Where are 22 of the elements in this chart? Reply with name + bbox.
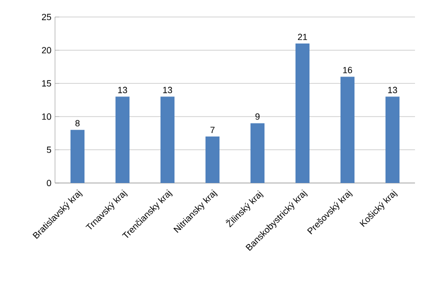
bar [250, 123, 264, 183]
y-tick-label: 15 [42, 80, 52, 87]
data-label: 13 [388, 86, 398, 94]
bar [295, 44, 310, 183]
data-label: 13 [163, 86, 172, 94]
data-label: 7 [210, 126, 215, 133]
bar [160, 96, 174, 183]
y-tick-label: 5 [46, 146, 52, 153]
data-label: 16 [343, 66, 352, 74]
data-label: 13 [118, 86, 128, 94]
bar [70, 130, 84, 183]
y-tick-label: 25 [42, 14, 52, 20]
bar [116, 96, 130, 183]
y-tick-label: 20 [42, 47, 52, 54]
data-label: 8 [75, 120, 80, 126]
bar [385, 96, 400, 183]
bar [206, 136, 220, 183]
y-tick-label: 0 [46, 180, 52, 186]
bar [340, 76, 354, 183]
data-label: 21 [298, 34, 308, 40]
y-tick-label: 10 [42, 113, 52, 120]
data-label: 9 [255, 113, 260, 120]
